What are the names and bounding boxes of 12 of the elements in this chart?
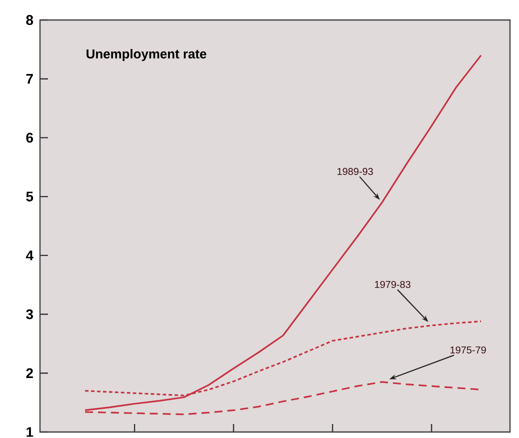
text: 1979-83: [375, 280, 410, 288]
y-tick-label: 5: [26, 192, 34, 202]
y-tick-label: 8: [26, 15, 34, 25]
y-tick-label: 7: [26, 74, 33, 84]
text: 1989-93: [338, 168, 373, 175]
y-tick-label: 4: [26, 250, 34, 260]
y-tick-label: 3: [26, 309, 33, 320]
y-tick-label: 6: [26, 132, 33, 143]
y-tick-label: 1: [26, 427, 34, 437]
text: 1975-79: [450, 346, 486, 354]
y-tick-label: 2: [26, 368, 33, 378]
text: Unemployment rate: [86, 48, 206, 62]
